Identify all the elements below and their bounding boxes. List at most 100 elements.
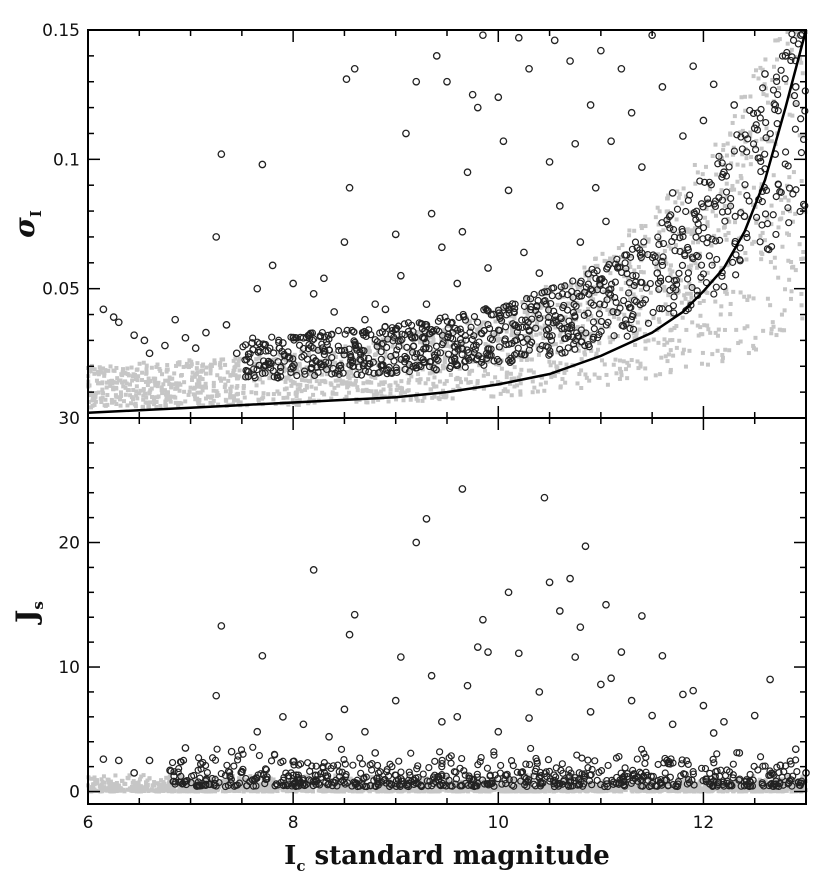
open-circle-point	[774, 180, 782, 188]
gray-point	[314, 379, 319, 384]
gray-point	[730, 120, 735, 125]
open-circle-point	[759, 84, 767, 92]
gray-point	[723, 347, 728, 352]
gray-point	[134, 384, 139, 389]
open-circle-point	[646, 279, 654, 288]
open-circle-point	[526, 295, 535, 303]
gray-point	[766, 134, 771, 139]
gray-point	[472, 333, 477, 338]
open-circle-point	[677, 760, 686, 768]
open-circle-point	[325, 346, 334, 354]
gray-point	[225, 370, 230, 375]
gray-point	[135, 367, 140, 372]
open-circle-point	[761, 150, 769, 158]
open-circle-point	[663, 216, 671, 224]
gray-point	[780, 244, 785, 249]
gray-point	[722, 327, 727, 332]
gray-point	[155, 395, 160, 400]
gray-point	[143, 391, 148, 396]
gray-point	[322, 392, 327, 397]
gray-point	[683, 364, 688, 369]
gray-point	[297, 362, 302, 367]
open-circle-point	[401, 330, 409, 339]
open-circle-point	[625, 289, 633, 297]
gray-point	[591, 297, 596, 302]
gray-point	[496, 337, 501, 342]
gray-point	[802, 776, 807, 781]
gray-point	[635, 320, 640, 325]
gray-point	[120, 367, 125, 372]
gray-point	[476, 789, 481, 794]
open-circle-point	[502, 323, 510, 331]
gray-point	[364, 387, 369, 392]
open-circle-point	[369, 358, 377, 366]
open-circle-point	[714, 160, 722, 168]
gray-point	[668, 272, 673, 277]
gray-point	[791, 264, 796, 269]
top-series-point	[114, 318, 123, 327]
gray-point	[636, 312, 641, 317]
gray-point	[94, 391, 99, 396]
gray-point	[743, 108, 748, 113]
open-circle-point	[483, 306, 491, 314]
gray-point	[388, 383, 393, 388]
gray-point	[236, 788, 241, 793]
open-circle-point	[237, 746, 246, 754]
gray-point	[92, 371, 97, 376]
gray-point	[677, 338, 682, 343]
gray-point	[128, 382, 133, 387]
top-limit-curve	[87, 29, 808, 415]
open-circle-point	[545, 351, 553, 359]
open-circle-point	[654, 233, 662, 241]
gray-point	[758, 65, 763, 70]
open-circle-point	[627, 316, 635, 324]
open-circle-point	[490, 357, 498, 365]
gray-point	[579, 357, 584, 362]
open-circle-point	[571, 312, 579, 320]
gray-point	[665, 311, 670, 316]
open-circle-point	[508, 300, 517, 308]
open-circle-point	[299, 344, 308, 353]
open-circle-point	[548, 284, 556, 292]
open-circle-point	[641, 759, 649, 768]
gray-point	[674, 217, 679, 222]
top-series-point	[679, 132, 687, 140]
gray-point	[723, 289, 728, 294]
open-circle-point	[549, 319, 557, 327]
open-circle-point	[287, 365, 295, 373]
gray-point	[485, 320, 490, 325]
gray-point	[138, 388, 143, 393]
gray-point	[724, 287, 729, 292]
gray-point	[644, 282, 649, 287]
gray-point	[637, 789, 642, 794]
gray-point	[505, 389, 510, 394]
gray-point	[655, 287, 660, 292]
open-circle-point	[474, 761, 482, 769]
gray-point	[519, 357, 524, 362]
gray-point	[195, 384, 200, 389]
gray-point	[260, 380, 265, 385]
gray-point	[167, 382, 172, 387]
gray-point	[154, 364, 159, 369]
open-circle-point	[379, 362, 387, 370]
gray-point	[801, 250, 806, 255]
gray-point	[779, 197, 784, 202]
open-circle-point	[442, 772, 450, 780]
gray-point	[685, 229, 690, 234]
gray-point	[144, 787, 149, 792]
gray-point	[190, 370, 195, 375]
gray-point	[593, 256, 598, 261]
gray-point	[596, 347, 601, 352]
open-circle-point	[388, 326, 396, 335]
gray-point	[151, 376, 156, 381]
gray-point	[527, 349, 532, 354]
open-circle-point	[392, 350, 400, 359]
open-circle-point	[718, 196, 727, 204]
open-circle-point	[785, 219, 793, 227]
open-circle-point	[536, 314, 544, 322]
gray-point	[319, 379, 324, 384]
open-circle-point	[343, 326, 351, 335]
open-circle-point	[707, 181, 715, 189]
gray-point	[194, 382, 199, 387]
gray-point	[798, 57, 803, 62]
